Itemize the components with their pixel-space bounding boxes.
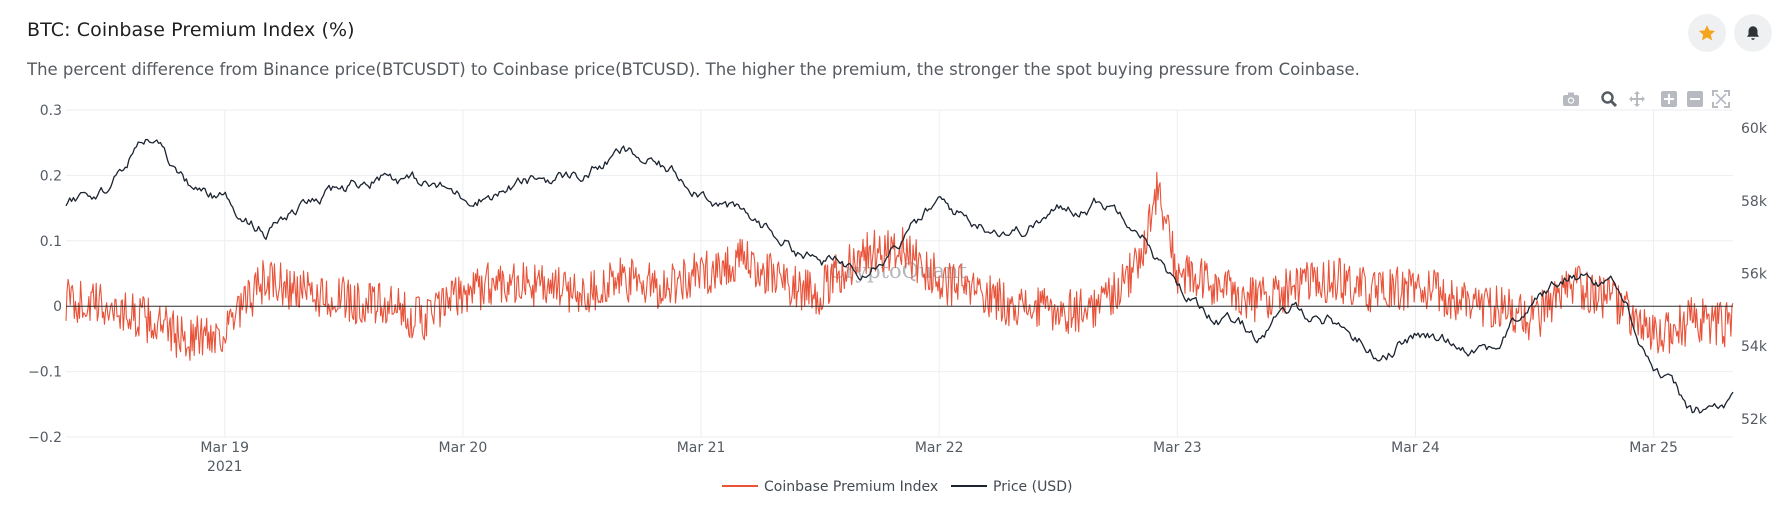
chart-title: BTC: Coinbase Premium Index (%) bbox=[27, 19, 355, 41]
y-left-tick-label: 0 bbox=[53, 299, 62, 315]
legend-label: Coinbase Premium Index bbox=[764, 479, 938, 495]
favorite-button[interactable] bbox=[1688, 14, 1726, 52]
x-tick-label: Mar 23 bbox=[1153, 440, 1202, 456]
zoom-icon[interactable] bbox=[1598, 88, 1620, 110]
y-left-tick-label: 0.2 bbox=[40, 168, 62, 184]
y-left-tick-label: 0.3 bbox=[40, 103, 62, 119]
x-tick-label: Mar 21 bbox=[677, 440, 726, 456]
x-tick-label: Mar 20 bbox=[439, 440, 488, 456]
y-right-tick-label: 60k bbox=[1741, 121, 1768, 137]
x-tick-label: Mar 25 bbox=[1629, 440, 1678, 456]
series-line-price-usd[interactable] bbox=[65, 138, 1734, 414]
y-left-tick-label: 0.1 bbox=[40, 234, 62, 250]
camera-icon[interactable] bbox=[1560, 88, 1582, 110]
star-icon bbox=[1698, 25, 1716, 41]
legend-item-coinbase-premium-index[interactable]: Coinbase Premium Index bbox=[722, 479, 938, 495]
y-right-tick-label: 58k bbox=[1741, 194, 1768, 210]
y-left-tick-label: −0.1 bbox=[28, 365, 62, 381]
bell-icon bbox=[1747, 26, 1759, 40]
x-tick-label: Mar 19 bbox=[200, 440, 249, 456]
zoom-out-icon[interactable] bbox=[1684, 88, 1706, 110]
y-right-tick-label: 52k bbox=[1741, 412, 1768, 428]
autoscale-icon[interactable] bbox=[1710, 88, 1732, 110]
legend-label: Price (USD) bbox=[993, 479, 1072, 495]
y-left-tick-label: −0.2 bbox=[28, 430, 62, 446]
chart-description: The percent difference from Binance pric… bbox=[27, 60, 1360, 79]
alert-button[interactable] bbox=[1734, 14, 1772, 52]
chart-toolbar bbox=[1560, 88, 1760, 110]
grid bbox=[66, 109, 1733, 438]
legend-item-price-usd[interactable]: Price (USD) bbox=[951, 479, 1072, 495]
y-right-tick-label: 54k bbox=[1741, 339, 1768, 355]
x-tick-label: Mar 24 bbox=[1391, 440, 1440, 456]
x-tick-sublabel: 2021 bbox=[207, 459, 243, 475]
zoom-in-icon[interactable] bbox=[1658, 88, 1680, 110]
x-tick-label: Mar 22 bbox=[915, 440, 964, 456]
y-right-tick-label: 56k bbox=[1741, 267, 1768, 283]
pan-icon[interactable] bbox=[1626, 88, 1648, 110]
